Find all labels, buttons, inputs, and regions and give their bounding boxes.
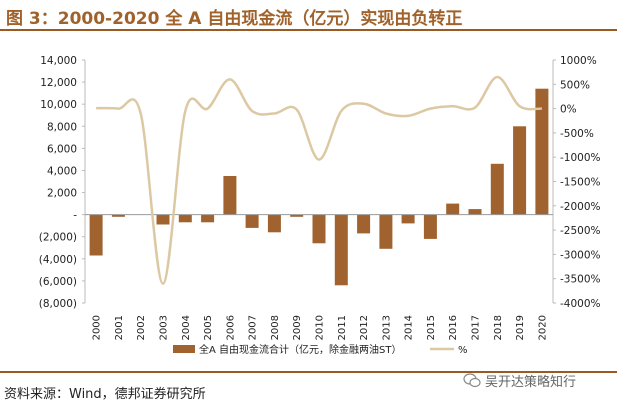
bar bbox=[535, 88, 549, 215]
bar bbox=[490, 163, 504, 215]
bar bbox=[379, 214, 393, 249]
y-right-tick-label: -2500% bbox=[560, 225, 601, 237]
y-left-tick-label: - bbox=[73, 210, 77, 222]
y-left-tick-label: (4,000) bbox=[39, 254, 77, 266]
y-left-tick-label: 14,000 bbox=[40, 55, 77, 67]
x-tick-label: 2006 bbox=[225, 315, 236, 340]
bar bbox=[446, 203, 460, 215]
x-tick-label: 2001 bbox=[114, 315, 125, 340]
bar bbox=[423, 214, 437, 239]
bar bbox=[513, 126, 527, 215]
bar bbox=[201, 214, 215, 223]
x-tick-label: 2004 bbox=[181, 315, 192, 340]
bar bbox=[401, 214, 415, 224]
legend-bar-swatch bbox=[173, 345, 195, 353]
x-tick-label: 2008 bbox=[270, 315, 281, 340]
y-left-tick-label: 2,000 bbox=[47, 188, 77, 200]
bar bbox=[111, 214, 125, 217]
bar bbox=[334, 214, 348, 286]
x-tick-label: 2016 bbox=[448, 315, 459, 340]
bar bbox=[290, 214, 304, 217]
legend-line-label: % bbox=[458, 345, 468, 356]
watermark-text: 吴开达策略知行 bbox=[485, 375, 577, 390]
x-tick-label: 2019 bbox=[515, 315, 526, 340]
y-right-tick-label: 1000% bbox=[560, 55, 597, 67]
bar bbox=[156, 214, 170, 225]
y-left-tick-label: 10,000 bbox=[40, 99, 77, 111]
x-tick-label: 2013 bbox=[381, 315, 392, 340]
x-tick-label: 2020 bbox=[537, 315, 548, 340]
x-tick-label: 2015 bbox=[426, 315, 437, 340]
y-right-tick-label: 0% bbox=[560, 104, 577, 116]
y-right-tick-label: -4000% bbox=[560, 298, 601, 310]
chart: 14,000 12,000 10,000 8,000 6,000 4,000 2,000 - (… bbox=[39, 55, 601, 356]
y-left-tick-label: 6,000 bbox=[47, 143, 77, 155]
x-tick-label: 2014 bbox=[404, 315, 415, 340]
y-left-tick-label: 8,000 bbox=[47, 121, 77, 133]
x-tick-label: 2003 bbox=[159, 315, 170, 340]
legend-bar-label: 全A 自由现金流合计（亿元，除金融两油ST） bbox=[199, 343, 401, 356]
y-right-tick-label: -3000% bbox=[560, 249, 601, 261]
source-note: 资料来源：Wind，德邦证券研究所 bbox=[4, 387, 206, 402]
bar bbox=[357, 214, 371, 234]
bar bbox=[245, 214, 259, 228]
y-right-tick-label: -3500% bbox=[560, 274, 601, 286]
wechat-icon bbox=[463, 373, 481, 388]
bar bbox=[468, 209, 482, 215]
x-tick-label: 2005 bbox=[203, 315, 214, 340]
chart-title: 图 3：2000-2020 全 A 自由现金流（亿元）实现由负转正 bbox=[6, 9, 463, 29]
y-right-tick-label: -2000% bbox=[560, 201, 601, 213]
y-left-tick-label: 4,000 bbox=[47, 165, 77, 177]
title-rule bbox=[0, 29, 617, 31]
y-left-tick-label: 12,000 bbox=[40, 77, 77, 89]
x-tick-label: 2017 bbox=[471, 315, 482, 340]
x-tick-label: 2000 bbox=[92, 315, 103, 340]
line-series-percent bbox=[96, 75, 543, 285]
watermark: 吴开达策略知行 bbox=[463, 371, 576, 390]
y-right-tick-label: 500% bbox=[560, 79, 590, 91]
y-right-tick-label: -500% bbox=[560, 128, 594, 140]
bar bbox=[223, 176, 237, 215]
bar bbox=[312, 214, 326, 244]
x-tick-label: 2007 bbox=[248, 315, 259, 340]
bar bbox=[267, 214, 281, 233]
x-tick-label: 2011 bbox=[337, 315, 348, 340]
y-left-tick-label: (2,000) bbox=[39, 232, 77, 244]
x-tick-label: 2009 bbox=[292, 315, 303, 340]
y-left-tick-label: (6,000) bbox=[39, 276, 77, 288]
x-tick-label: 2002 bbox=[136, 315, 147, 340]
x-tick-label: 2018 bbox=[493, 315, 504, 340]
y-left-tick-label: (8,000) bbox=[39, 298, 77, 310]
y-right-tick-label: -1500% bbox=[560, 177, 601, 189]
y-right-tick-label: -1000% bbox=[560, 152, 601, 164]
x-tick-label: 2010 bbox=[315, 315, 326, 340]
x-tick-label: 2012 bbox=[359, 315, 370, 340]
bar bbox=[89, 214, 103, 256]
bar bbox=[178, 214, 192, 223]
footer-rule bbox=[0, 371, 617, 373]
